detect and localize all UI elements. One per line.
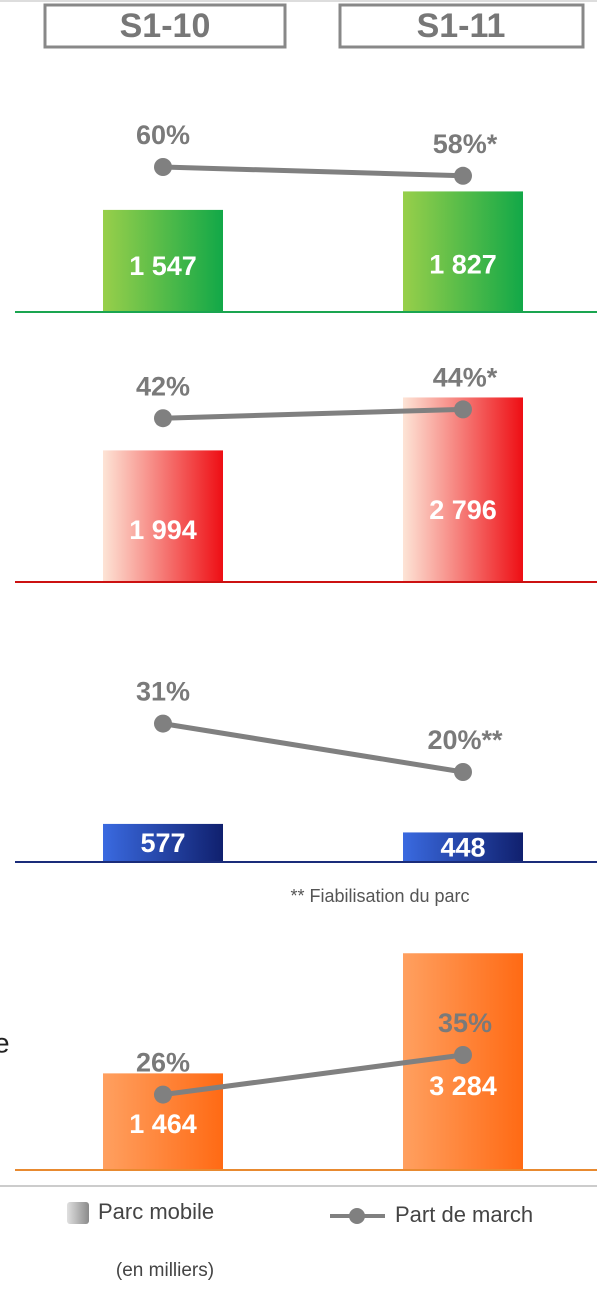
bar-value-label: 1 827	[429, 249, 497, 279]
bar	[403, 832, 523, 862]
line-value-label: 60%	[136, 120, 190, 150]
line-marker	[154, 714, 172, 733]
top-border	[0, 0, 597, 2]
bar-value-label: 1 464	[129, 1109, 197, 1139]
bar	[103, 823, 223, 862]
line-value-label: 26%	[136, 1048, 190, 1078]
line-marker	[454, 400, 472, 419]
line-marker	[454, 763, 472, 781]
legend-swatch	[67, 1202, 89, 1224]
bar-value-label: 3 284	[429, 1071, 497, 1101]
line-value-label: 35%	[438, 1008, 492, 1038]
bar-value-label: 1 994	[129, 515, 197, 545]
bar-value-label: 577	[140, 828, 185, 858]
legend-unit: (en milliers)	[116, 1260, 214, 1281]
header-box	[43, 3, 287, 49]
line-marker	[454, 1046, 472, 1064]
footnote: ** Fiabilisation du parc	[290, 886, 469, 906]
line-value-label: 31%	[136, 677, 190, 707]
bar	[103, 450, 223, 582]
bar	[403, 397, 523, 582]
header-box	[338, 3, 585, 49]
legend-marker	[349, 1208, 365, 1224]
line-value-label: 20%**	[427, 725, 503, 755]
bar-value-label: 2 796	[429, 495, 497, 525]
line-marker	[154, 158, 172, 176]
line-marker	[454, 166, 472, 185]
legend-label: Part de march	[395, 1202, 533, 1227]
line	[162, 1052, 464, 1098]
bar-value-label: 1 547	[129, 251, 197, 281]
bar	[403, 191, 523, 312]
line-value-label: 44%*	[433, 363, 498, 393]
side-label: e	[0, 1027, 10, 1058]
bar	[103, 209, 223, 312]
line-marker	[154, 1085, 172, 1104]
line-marker	[154, 409, 172, 428]
bar-value-label: 448	[440, 832, 485, 862]
legend-border	[0, 1185, 597, 1187]
line	[162, 721, 464, 775]
line-value-label: 58%*	[433, 129, 498, 159]
category-header: S1-10	[120, 7, 211, 45]
line	[162, 164, 464, 179]
category-header: S1-11	[417, 7, 506, 45]
legend-label: Parc mobile	[98, 1199, 214, 1224]
line-value-label: 42%	[136, 371, 190, 401]
line	[162, 406, 464, 421]
